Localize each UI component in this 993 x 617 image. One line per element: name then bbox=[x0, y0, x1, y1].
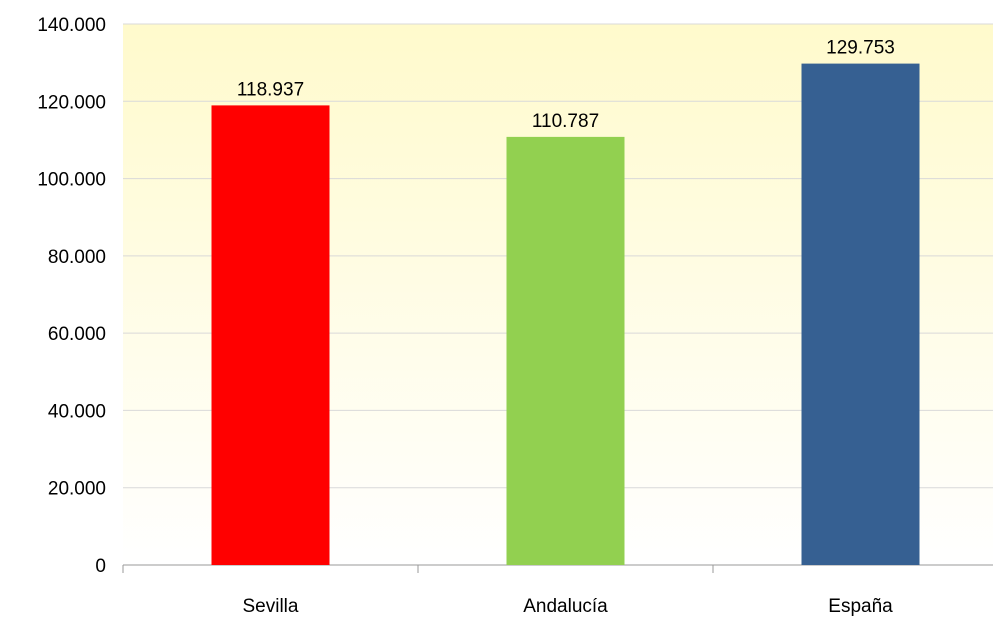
y-tick-label: 40.000 bbox=[48, 401, 106, 422]
x-axis-tick-labels: Sevilla Andalucía España bbox=[243, 596, 894, 617]
y-tick-label: 20.000 bbox=[48, 479, 106, 500]
y-tick-label: 120.000 bbox=[37, 92, 106, 113]
bar bbox=[506, 136, 625, 565]
x-tick-label: España bbox=[828, 596, 893, 617]
data-label: 110.787 bbox=[532, 111, 599, 132]
y-tick-label: 100.000 bbox=[37, 170, 106, 191]
axes bbox=[122, 564, 993, 573]
x-tick-label: Andalucía bbox=[523, 596, 608, 617]
y-tick-label: 60.000 bbox=[48, 324, 106, 345]
data-labels: 118.937 110.787 129.753 bbox=[237, 38, 895, 132]
bars bbox=[211, 63, 920, 566]
x-tick-label: Sevilla bbox=[243, 596, 299, 617]
y-axis-tick-labels: 0 20.000 40.000 60.000 80.000 100.000 120.000 1… bbox=[37, 15, 106, 577]
y-tick-label: 140.000 bbox=[37, 15, 106, 36]
bar bbox=[801, 63, 920, 565]
data-label: 118.937 bbox=[237, 79, 304, 100]
y-tick-label: 0 bbox=[95, 556, 106, 577]
y-tick-label: 80.000 bbox=[48, 247, 106, 268]
bar bbox=[211, 105, 330, 566]
data-label: 129.753 bbox=[826, 38, 895, 59]
